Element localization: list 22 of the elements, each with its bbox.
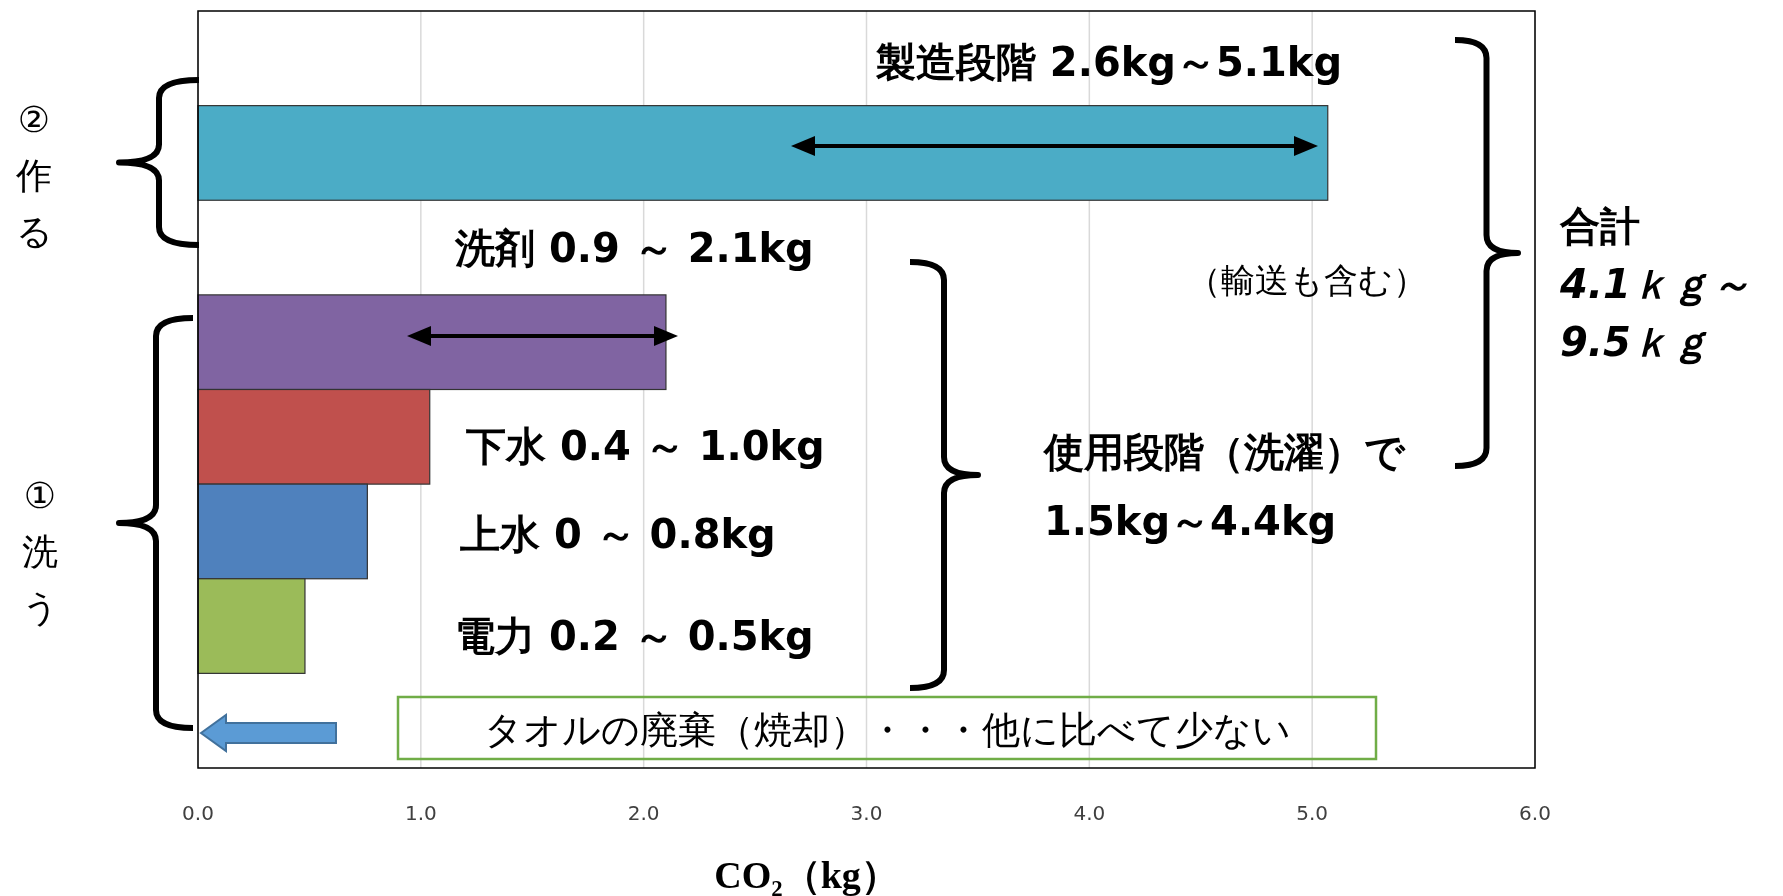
text: ②作る (15, 99, 53, 252)
text: 合計 (1559, 203, 1640, 249)
x-tick-label: 5.0 (1296, 801, 1329, 825)
x-tick-label: 4.0 (1073, 801, 1106, 825)
text: 9.5ｋｇ (1560, 319, 1711, 365)
x-tick-label: 3.0 (850, 801, 883, 825)
annotation: 上水 0 ～ 0.8kg (460, 511, 776, 557)
annotation: 使用段階（洗濯）で (1042, 429, 1406, 475)
annotation: 洗剤 0.9 ～ 2.1kg (454, 225, 814, 271)
annotation: （輸送も含む） (1187, 260, 1427, 300)
x-tick-label: 0.0 (182, 801, 214, 825)
annotation: 下水 0.4 ～ 1.0kg (466, 423, 825, 469)
x-tick-label: 2.0 (627, 801, 660, 825)
annotation: 電力 0.2 ～ 0.5kg (455, 613, 814, 659)
x-tick-label: 6.0 (1519, 801, 1551, 825)
annotation: 1.5kg～4.4kg (1044, 498, 1337, 544)
x-axis-title: CO₂（kg） (714, 854, 899, 896)
text: ①洗う (21, 475, 59, 628)
annotation: タオルの廃棄（焼却）・・・他に比べて少ない (483, 708, 1291, 752)
text: 4.1ｋｇ～ (1559, 261, 1751, 307)
annotation: 製造段階 2.6kg～5.1kg (874, 39, 1343, 85)
x-tick-label: 1.0 (404, 801, 437, 825)
